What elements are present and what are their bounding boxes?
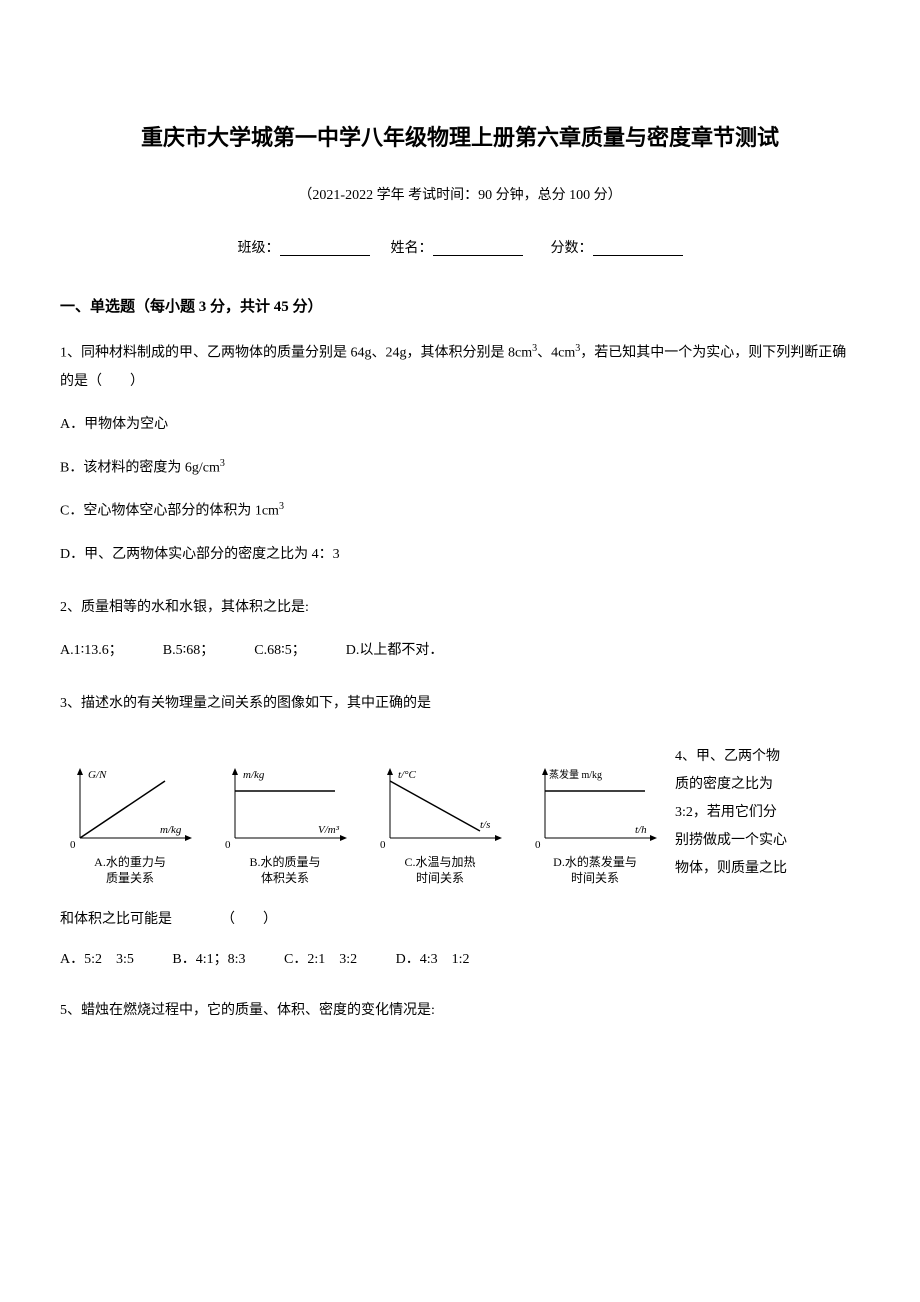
svg-text:t/h: t/h bbox=[635, 824, 647, 836]
svg-text:0: 0 bbox=[225, 839, 231, 851]
q1-optc-text: C．空心物体空心部分的体积为 1cm bbox=[60, 504, 279, 519]
q2-text: 2、质量相等的水和水银，其体积之比是: bbox=[60, 594, 860, 622]
chart-b-cap1: B.水的质量与 bbox=[249, 855, 320, 869]
chart-a-label: A.水的重力与 质量关系 bbox=[94, 855, 166, 886]
q1-option-b: B．该材料的密度为 6g/cm3 bbox=[60, 454, 860, 483]
q4-option-c: C．2:1 3:2 bbox=[284, 952, 357, 967]
q1-text-b: 、4cm bbox=[537, 346, 575, 361]
q1-option-d: D．甲、乙两物体实心部分的密度之比为 4：3 bbox=[60, 541, 860, 569]
svg-text:V/m³: V/m³ bbox=[318, 824, 340, 836]
q2-option-d: D.以上都不对． bbox=[346, 637, 444, 665]
q4-option-a: A．5:2 3:5 bbox=[60, 952, 134, 967]
q4-option-d: D．4:3 1:2 bbox=[396, 952, 470, 967]
q4-side-text: 4、甲、乙两个物 质的密度之比为 3:2，若用它们分 别捞做成一个实心 物体，则… bbox=[665, 743, 805, 883]
svg-text:m/kg: m/kg bbox=[243, 769, 265, 781]
chart-c-svg: t/°C t/s 0 bbox=[370, 763, 510, 853]
chart-c-label: C.水温与加热 时间关系 bbox=[404, 855, 475, 886]
section-1-header: 一、单选题（每小题 3 分，共计 45 分） bbox=[60, 295, 860, 319]
chart-c-cap2: 时间关系 bbox=[416, 871, 464, 885]
exam-subtitle: （2021-2022 学年 考试时间：90 分钟，总分 100 分） bbox=[60, 185, 860, 207]
chart-a: G/N m/kg 0 A.水的重力与 质量关系 bbox=[60, 763, 200, 886]
charts-row: G/N m/kg 0 A.水的重力与 质量关系 m/kg V/m³ 0 B. bbox=[60, 763, 665, 886]
chart-d-cap1: D.水的蒸发量与 bbox=[553, 855, 637, 869]
student-info-row: 班级： 姓名： 分数： bbox=[60, 238, 860, 260]
q4-continuation: 和体积之比可能是 （ ） bbox=[60, 906, 860, 934]
q3-charts-and-q4: G/N m/kg 0 A.水的重力与 质量关系 m/kg V/m³ 0 B. bbox=[60, 743, 860, 906]
chart-d-svg: 蒸发量 m/kg t/h 0 bbox=[525, 763, 665, 853]
chart-a-svg: G/N m/kg 0 bbox=[60, 763, 200, 853]
svg-text:0: 0 bbox=[535, 839, 541, 851]
q2-option-c: C.68∶5； bbox=[254, 637, 305, 665]
q1-text-a: 1、同种材料制成的甲、乙两物体的质量分别是 64g、24g，其体积分别是 8cm bbox=[60, 346, 532, 361]
svg-text:t/s: t/s bbox=[480, 819, 490, 831]
q4-s1: 4、甲、乙两个物 bbox=[675, 749, 780, 764]
svg-text:蒸发量 m/kg: 蒸发量 m/kg bbox=[549, 768, 602, 781]
class-blank[interactable] bbox=[280, 240, 370, 256]
q4-s4: 别捞做成一个实心 bbox=[675, 833, 787, 848]
chart-b: m/kg V/m³ 0 B.水的质量与 体积关系 bbox=[215, 763, 355, 886]
sup-3: 3 bbox=[220, 458, 225, 469]
chart-d-cap2: 时间关系 bbox=[571, 871, 619, 885]
question-1: 1、同种材料制成的甲、乙两物体的质量分别是 64g、24g，其体积分别是 8cm… bbox=[60, 339, 860, 569]
class-label: 班级： bbox=[238, 241, 280, 256]
q2-options: A.1∶13.6； B.5∶68； C.68∶5； D.以上都不对． bbox=[60, 637, 860, 665]
svg-text:G/N: G/N bbox=[88, 769, 107, 781]
q4-s5: 物体，则质量之比 bbox=[675, 861, 787, 876]
q5-text: 5、蜡烛在燃烧过程中，它的质量、体积、密度的变化情况是: bbox=[60, 997, 860, 1025]
svg-text:0: 0 bbox=[380, 839, 386, 851]
q1-text: 1、同种材料制成的甲、乙两物体的质量分别是 64g、24g，其体积分别是 8cm… bbox=[60, 339, 860, 396]
svg-text:0: 0 bbox=[70, 839, 76, 851]
q3-text: 3、描述水的有关物理量之间关系的图像如下，其中正确的是 bbox=[60, 690, 860, 718]
q4-options: A．5:2 3:5 B．4:1；8:3 C．2:1 3:2 D．4:3 1:2 bbox=[60, 949, 860, 971]
chart-d: 蒸发量 m/kg t/h 0 D.水的蒸发量与 时间关系 bbox=[525, 763, 665, 886]
chart-a-cap2: 质量关系 bbox=[106, 871, 154, 885]
sup-3: 3 bbox=[279, 501, 284, 512]
exam-title: 重庆市大学城第一中学八年级物理上册第六章质量与密度章节测试 bbox=[60, 120, 860, 155]
question-2: 2、质量相等的水和水银，其体积之比是: A.1∶13.6； B.5∶68； C.… bbox=[60, 594, 860, 665]
chart-c: t/°C t/s 0 C.水温与加热 时间关系 bbox=[370, 763, 510, 886]
q4-option-b: B．4:1；8:3 bbox=[172, 952, 245, 967]
question-5: 5、蜡烛在燃烧过程中，它的质量、体积、密度的变化情况是: bbox=[60, 997, 860, 1025]
score-label: 分数： bbox=[551, 241, 593, 256]
chart-b-cap2: 体积关系 bbox=[261, 871, 309, 885]
chart-b-svg: m/kg V/m³ 0 bbox=[215, 763, 355, 853]
score-blank[interactable] bbox=[593, 240, 683, 256]
chart-a-cap1: A.水的重力与 bbox=[94, 855, 166, 869]
chart-b-label: B.水的质量与 体积关系 bbox=[249, 855, 320, 886]
q4-s2: 质的密度之比为 bbox=[675, 777, 773, 792]
q1-optb-text: B．该材料的密度为 6g/cm bbox=[60, 460, 220, 475]
question-3: 3、描述水的有关物理量之间关系的图像如下，其中正确的是 bbox=[60, 690, 860, 718]
q2-option-a: A.1∶13.6； bbox=[60, 637, 123, 665]
q1-option-a: A．甲物体为空心 bbox=[60, 411, 860, 439]
chart-d-label: D.水的蒸发量与 时间关系 bbox=[553, 855, 637, 886]
name-label: 姓名： bbox=[391, 241, 433, 256]
q4-s3: 3:2，若用它们分 bbox=[675, 805, 777, 820]
chart-c-cap1: C.水温与加热 bbox=[404, 855, 475, 869]
q2-option-b: B.5∶68； bbox=[163, 637, 214, 665]
q1-option-c: C．空心物体空心部分的体积为 1cm3 bbox=[60, 497, 860, 526]
svg-text:t/°C: t/°C bbox=[398, 769, 417, 781]
svg-text:m/kg: m/kg bbox=[160, 824, 182, 836]
name-blank[interactable] bbox=[433, 240, 523, 256]
